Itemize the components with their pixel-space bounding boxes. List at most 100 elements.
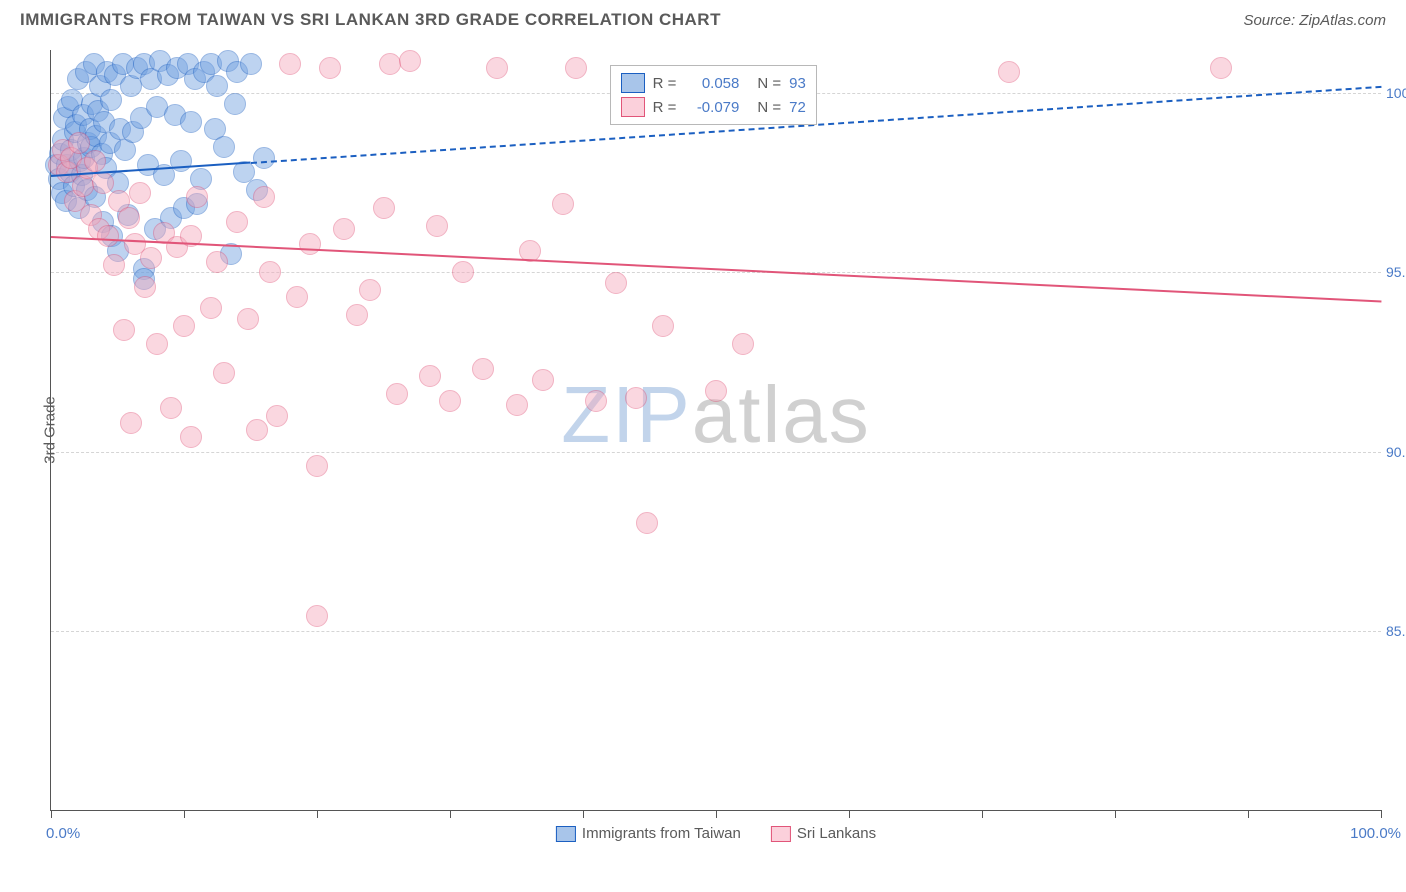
scatter-point <box>206 251 228 273</box>
x-tick <box>982 810 983 818</box>
y-tick-label: 85.0% <box>1386 623 1406 639</box>
scatter-point <box>306 605 328 627</box>
n-label: N = <box>757 99 781 116</box>
scatter-point <box>373 197 395 219</box>
scatter-point <box>253 147 275 169</box>
chart-title: IMMIGRANTS FROM TAIWAN VS SRI LANKAN 3RD… <box>20 10 721 30</box>
scatter-point <box>585 390 607 412</box>
scatter-point <box>552 193 574 215</box>
scatter-point <box>213 362 235 384</box>
scatter-point <box>705 380 727 402</box>
scatter-point <box>319 57 341 79</box>
scatter-point <box>732 333 754 355</box>
trend-line <box>51 236 1381 303</box>
scatter-point <box>565 57 587 79</box>
x-tick <box>583 810 584 818</box>
source-label: Source: ZipAtlas.com <box>1243 12 1386 29</box>
n-value: 93 <box>789 75 806 92</box>
scatter-point <box>92 172 114 194</box>
scatter-point <box>160 397 182 419</box>
scatter-point <box>379 53 401 75</box>
scatter-point <box>299 233 321 255</box>
scatter-point <box>113 319 135 341</box>
scatter-point <box>186 186 208 208</box>
scatter-point <box>652 315 674 337</box>
scatter-point <box>134 276 156 298</box>
x-axis-min-label: 0.0% <box>46 825 80 842</box>
y-tick-label: 100.0% <box>1386 85 1406 101</box>
scatter-point <box>129 182 151 204</box>
scatter-point <box>1210 57 1232 79</box>
scatter-point <box>399 50 421 72</box>
legend-swatch <box>621 73 645 93</box>
x-tick <box>450 810 451 818</box>
x-axis-max-label: 100.0% <box>1350 825 1401 842</box>
chart-header: IMMIGRANTS FROM TAIWAN VS SRI LANKAN 3RD… <box>0 0 1406 36</box>
scatter-point <box>237 308 259 330</box>
scatter-point <box>84 150 106 172</box>
scatter-point <box>346 304 368 326</box>
scatter-point <box>266 405 288 427</box>
scatter-point <box>213 136 235 158</box>
scatter-point <box>426 215 448 237</box>
scatter-point <box>386 383 408 405</box>
legend-label: Sri Lankans <box>797 825 876 842</box>
scatter-point <box>532 369 554 391</box>
r-value: -0.079 <box>684 99 739 116</box>
scatter-point <box>333 218 355 240</box>
legend-item: Sri Lankans <box>771 825 876 842</box>
scatter-point <box>419 365 441 387</box>
scatter-point <box>625 387 647 409</box>
scatter-point <box>170 150 192 172</box>
r-label: R = <box>653 75 677 92</box>
scatter-point <box>224 93 246 115</box>
y-axis-title: 3rd Grade <box>41 396 58 464</box>
scatter-point <box>240 53 262 75</box>
x-tick <box>51 810 52 818</box>
plot-area: 3rd Grade ZIPatlas 85.0%90.0%95.0%100.0%… <box>50 50 1381 811</box>
n-label: N = <box>757 75 781 92</box>
scatter-point <box>173 315 195 337</box>
legend-swatch <box>621 97 645 117</box>
legend-item: Immigrants from Taiwan <box>556 825 741 842</box>
scatter-point <box>636 512 658 534</box>
x-tick <box>716 810 717 818</box>
scatter-point <box>226 211 248 233</box>
legend-label: Immigrants from Taiwan <box>582 825 741 842</box>
scatter-point <box>246 419 268 441</box>
x-tick <box>1248 810 1249 818</box>
scatter-point <box>200 297 222 319</box>
scatter-point <box>97 225 119 247</box>
scatter-point <box>100 89 122 111</box>
scatter-point <box>206 75 228 97</box>
scatter-point <box>286 286 308 308</box>
scatter-point <box>998 61 1020 83</box>
grid-line <box>51 452 1381 453</box>
legend-swatch <box>771 826 791 842</box>
correlation-legend: R =0.058N =93R =-0.079N =72 <box>610 65 817 125</box>
scatter-point <box>486 57 508 79</box>
scatter-point <box>259 261 281 283</box>
scatter-point <box>452 261 474 283</box>
scatter-point <box>359 279 381 301</box>
x-tick <box>184 810 185 818</box>
scatter-point <box>253 186 275 208</box>
series-legend: Immigrants from Taiwan Sri Lankans <box>556 825 876 842</box>
r-label: R = <box>653 99 677 116</box>
x-tick <box>1381 810 1382 818</box>
scatter-point <box>472 358 494 380</box>
y-tick-label: 95.0% <box>1386 264 1406 280</box>
legend-swatch <box>556 826 576 842</box>
scatter-point <box>279 53 301 75</box>
scatter-point <box>140 247 162 269</box>
scatter-point <box>506 394 528 416</box>
scatter-point <box>146 333 168 355</box>
grid-line <box>51 272 1381 273</box>
scatter-point <box>120 412 142 434</box>
legend-row: R =-0.079N =72 <box>621 95 806 119</box>
scatter-point <box>103 254 125 276</box>
scatter-point <box>118 207 140 229</box>
scatter-point <box>68 132 90 154</box>
scatter-point <box>439 390 461 412</box>
scatter-point <box>180 111 202 133</box>
